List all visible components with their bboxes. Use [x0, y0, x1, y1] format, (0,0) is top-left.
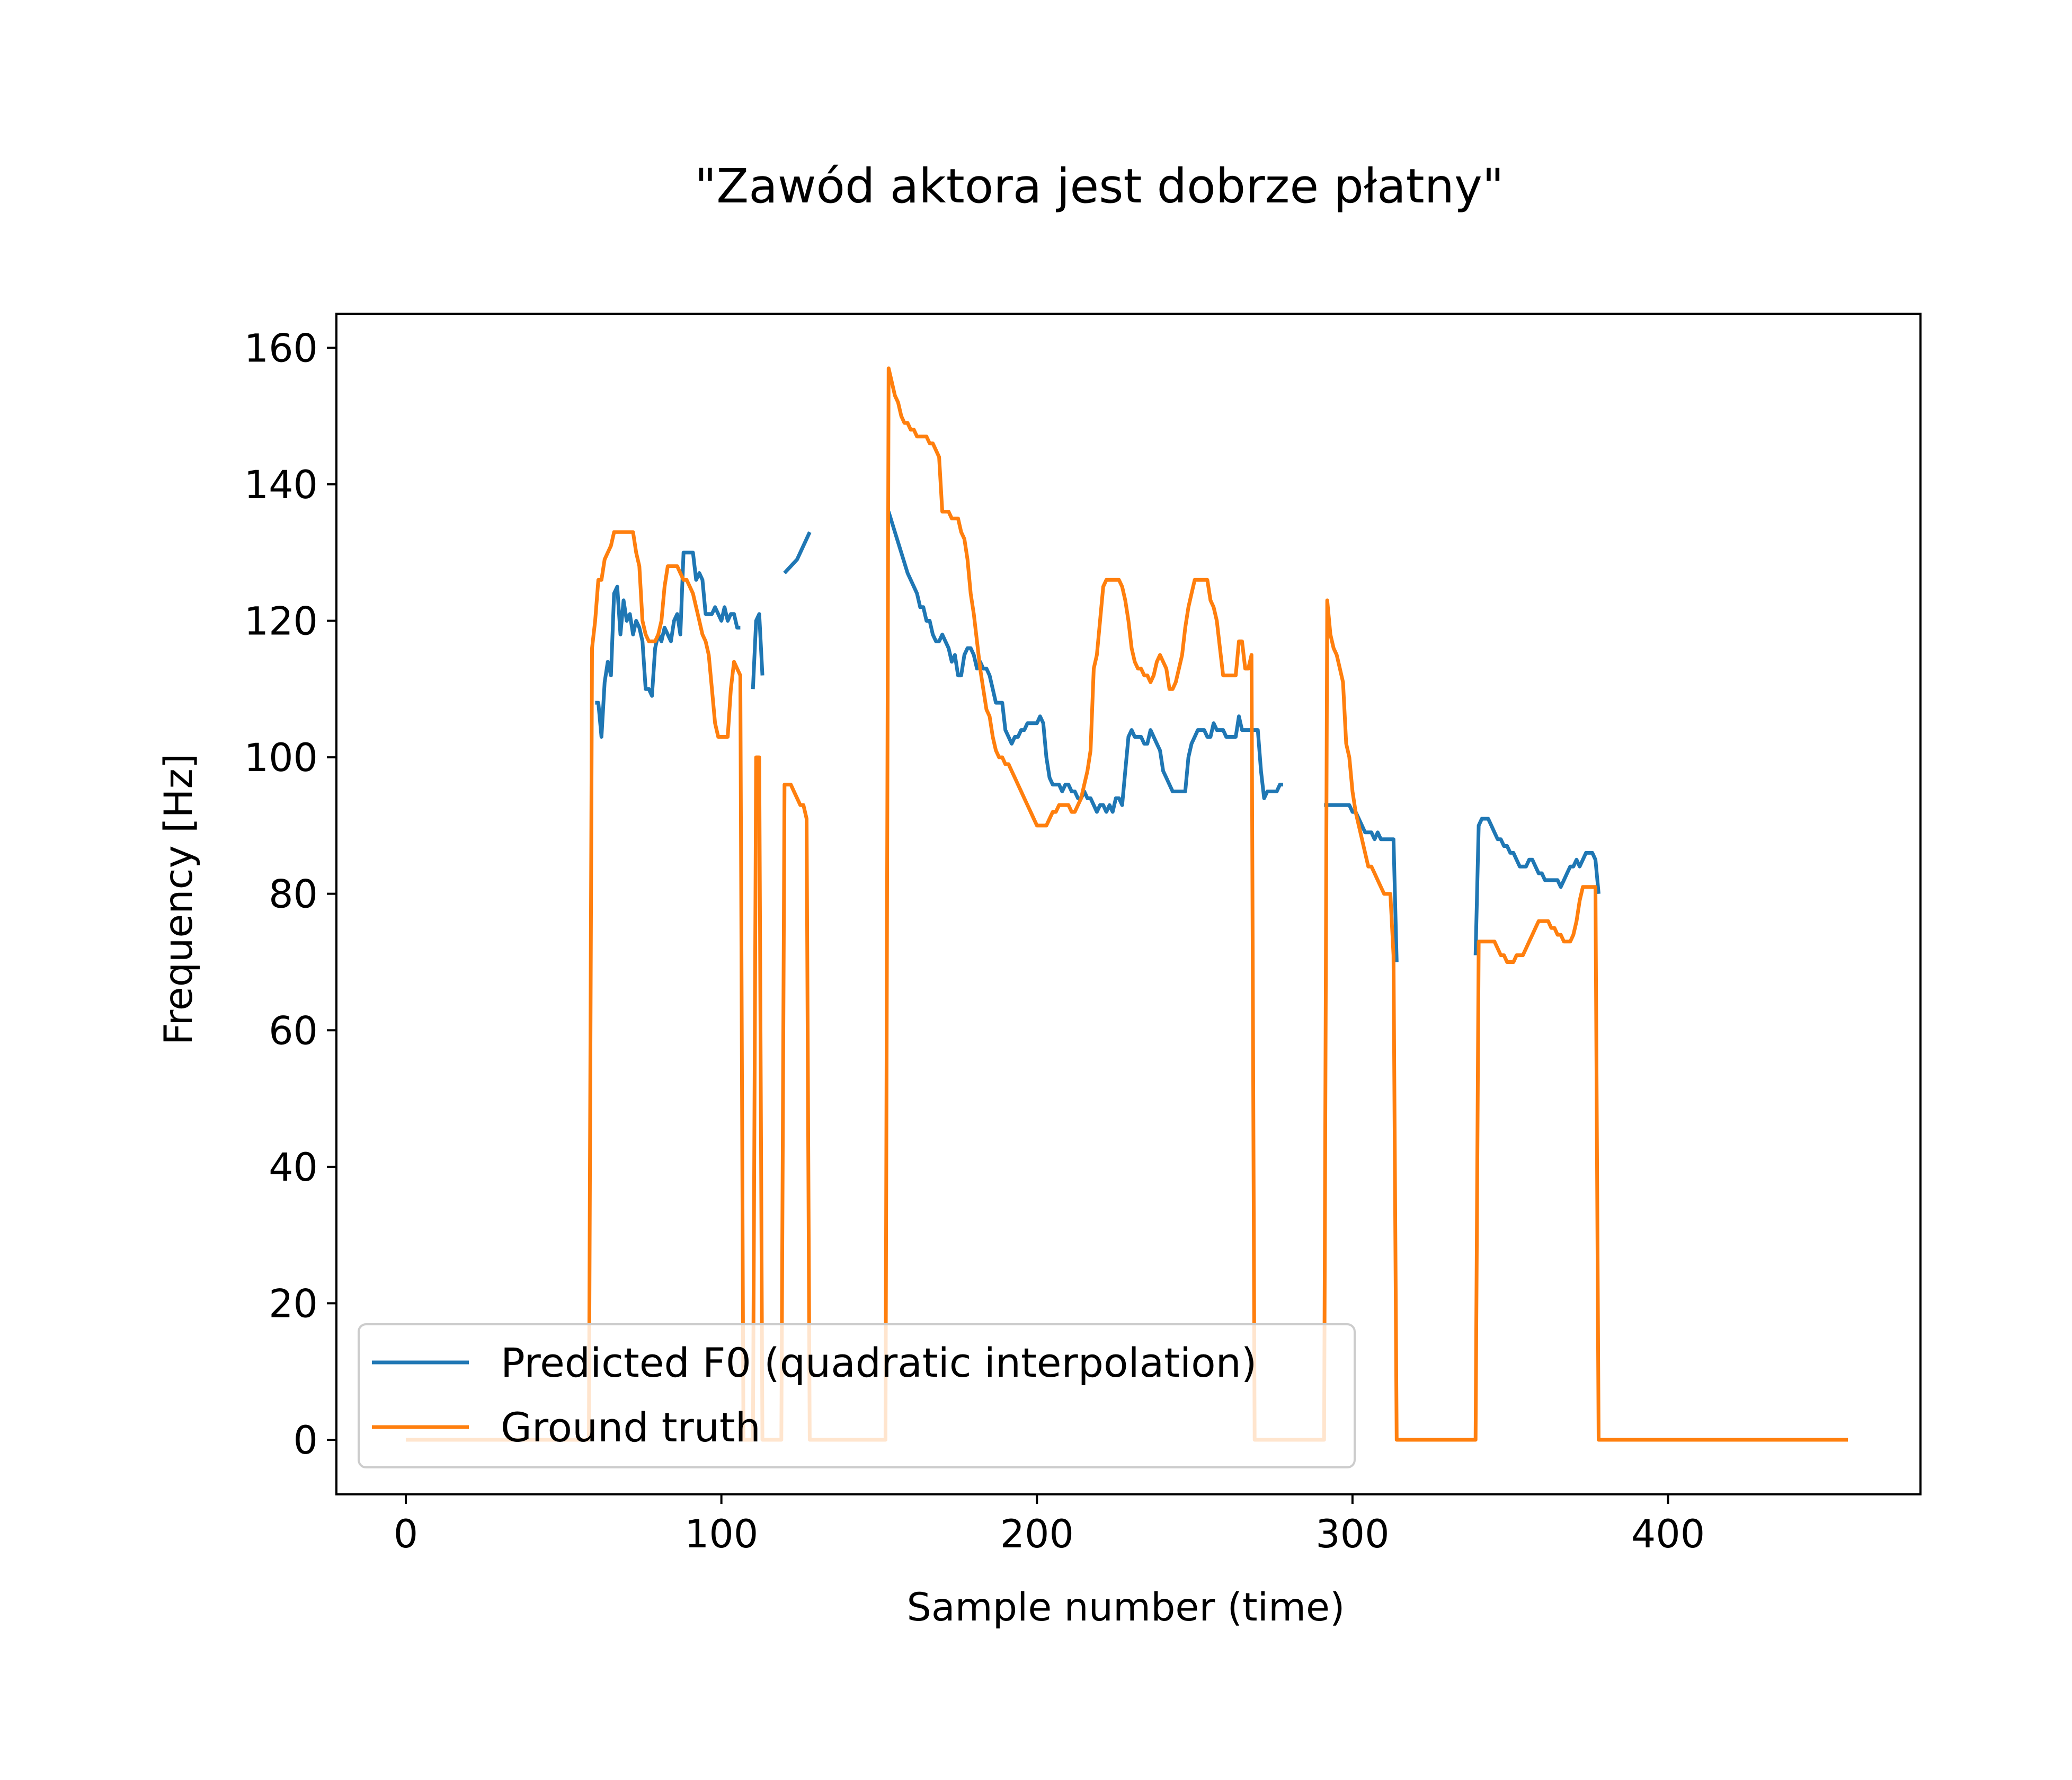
- x-tick-label: 400: [1631, 1512, 1705, 1557]
- series-0-segment-3: [886, 511, 1283, 814]
- x-tick-label: 200: [1000, 1512, 1074, 1557]
- y-tick-label: 80: [269, 872, 318, 917]
- series-layer: [406, 366, 1848, 1442]
- x-tick-label: 300: [1315, 1512, 1389, 1557]
- series-0-segment-4: [1324, 803, 1399, 962]
- x-tick-label: 0: [394, 1512, 418, 1557]
- y-tick-label: 0: [294, 1418, 318, 1463]
- chart-title: "Zawód aktora jest dobrze płatny": [695, 158, 1504, 214]
- plot-area: [335, 313, 1922, 1495]
- x-axis-label: Sample number (time): [907, 1585, 1345, 1630]
- y-axis: 0 20 40 60 80 100 120 140 160: [244, 326, 336, 1463]
- y-tick-label: 120: [244, 599, 318, 644]
- legend-box: [358, 1323, 1356, 1468]
- y-axis-label: Frequency [Hz]: [156, 754, 201, 1046]
- series-0-segment-1: [751, 612, 764, 689]
- legend-label-ground-truth: Ground truth: [501, 1404, 761, 1451]
- y-tick-label: 40: [269, 1145, 318, 1190]
- y-tick-label: 140: [244, 463, 318, 508]
- legend-label-predicted: Predicted F0 (quadratic interpolation): [501, 1339, 1257, 1386]
- x-tick-label: 100: [684, 1512, 758, 1557]
- y-tick-label: 160: [244, 326, 318, 371]
- series-1-segment-0: [406, 366, 1848, 1442]
- series-0-segment-5: [1473, 817, 1600, 955]
- axes-frame: [335, 313, 1922, 1495]
- y-tick-label: 20: [269, 1281, 318, 1326]
- legend: Predicted F0 (quadratic interpolation) G…: [358, 1323, 1356, 1468]
- y-tick-label: 60: [269, 1008, 318, 1053]
- y-tick-label: 100: [244, 736, 318, 781]
- series-0-segment-2: [783, 531, 812, 574]
- series-0-segment-0: [595, 551, 741, 739]
- series-1: [406, 366, 1848, 1442]
- series-0: [595, 511, 1600, 962]
- x-axis: 0 100 200 300 400: [394, 1494, 1705, 1557]
